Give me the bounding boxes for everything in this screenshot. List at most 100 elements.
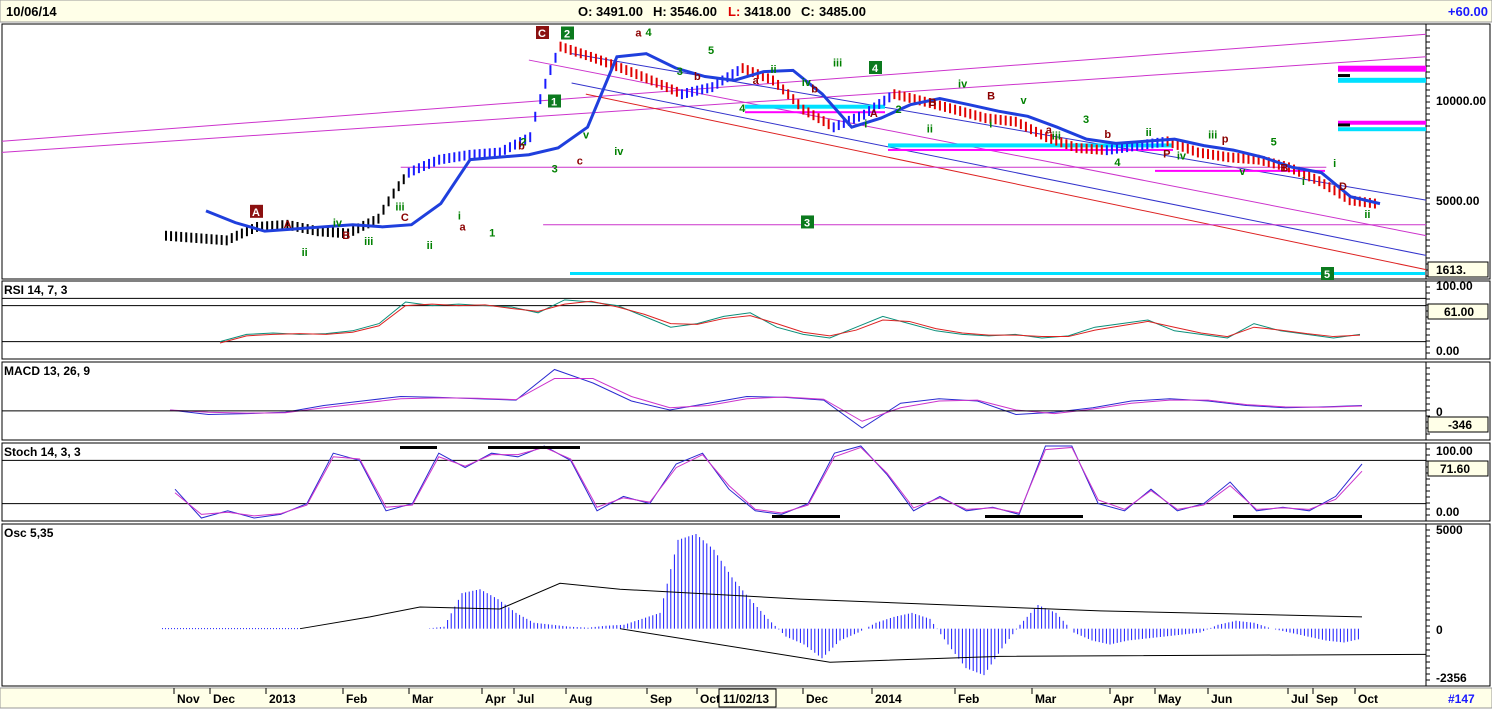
wave-box-label: 2 [564,29,570,41]
x-tick-label: Jun [1211,692,1232,706]
price-last-label: 1613. [1436,263,1466,277]
channel-mid [528,59,1427,237]
wave-label-red: c [577,155,583,167]
wave-box [548,94,561,108]
wave-label-red: b [1104,129,1111,141]
wave-label-red: A [870,108,878,120]
wave-label-red: b [518,141,525,153]
wave-box [561,26,574,40]
wave-label-green: 2 [520,137,526,149]
wave-label-green: v [1021,95,1028,107]
wave-label-red: D [1339,181,1347,193]
cursor-date-box [718,688,777,708]
macd-panel [2,368,1426,429]
x-tick-label: Aug [569,692,592,706]
wave-label-green: ii [1364,209,1370,221]
magenta-marker-2 [1338,120,1426,125]
header-bar [0,0,1492,23]
wave-box-label: C [538,28,546,40]
wave-label-red: B [929,97,937,109]
wave-box-label: 3 [804,217,810,229]
wave-label-green: ii [927,124,933,136]
osc-lower-envelope [619,628,1427,663]
close-value: 3485.00 [819,4,866,19]
wave-label-green: iv [614,146,624,158]
footer-id: #147 [1448,692,1475,706]
wave-label-green: iv [958,79,968,91]
stoch-signal-bar [985,515,1083,518]
wave-label-green: ii [770,64,776,76]
indicator-line [169,378,1363,422]
rsi-tick-0: 0.00 [1436,344,1460,358]
wave-label-green: v [583,129,590,141]
wave-label-red: a [753,75,760,87]
high-label: H: [653,4,667,19]
rsi-last-box [1427,303,1489,320]
wave-label-red: a [459,222,466,234]
price-last-box [1427,261,1489,278]
wave-label-green: 1 [489,228,495,240]
wave-label-green: iv [1177,150,1187,162]
price-tick-5000: 5000.00 [1436,194,1480,208]
stoch-signal-bar [488,446,580,449]
wave-label-green: iii [833,57,842,69]
x-tick-label: Feb [346,692,367,706]
stoch-signal-bar [1233,515,1362,518]
price-tick-10000: 10000.00 [1436,94,1486,108]
indicator-line [174,446,1363,517]
panel-frame [1,361,1491,441]
magenta-band-3 [1155,169,1325,172]
wave-label-green: iii [395,202,404,214]
wave-label-green: 4 [645,27,652,39]
rsi-tick-100: 100.00 [1436,279,1473,293]
indicator-line [169,368,1363,429]
wave-label-green: 4 [739,103,746,115]
stoch-tick-100: 100.00 [1436,444,1473,458]
wave-label-green: ii [1146,127,1152,139]
x-tick-label: Oct [700,692,720,706]
wave-label-green: i [989,119,992,131]
wave-label-green: ii [302,247,308,259]
osc-tick-0: 0 [1436,623,1443,637]
high-value: 3546.00 [670,4,717,19]
macd-last-box [1427,416,1489,433]
wave-label-green: 3 [677,66,683,78]
panel-frames [1,23,1491,687]
wave-label-green: i [864,119,867,131]
wave-label-red: a [635,28,642,40]
stoch-tick-0: 0.00 [1436,505,1460,519]
wave-label-green: iii [1052,131,1061,143]
wave-label-green: v [1239,166,1246,178]
close-label: C: [801,4,815,19]
black-marker-1 [1338,74,1350,78]
wave-label-red: P [1163,149,1170,161]
osc-tick-5000: 5000 [1436,523,1463,537]
x-tick-label: Dec [213,692,235,706]
cyan-marker-1 [1338,77,1426,83]
rsi-panel [2,297,1426,344]
stoch-title: Stoch 14, 3, 3 [4,445,81,459]
low-value: 3418.00 [744,4,791,19]
x-tick-label: Jul [517,692,534,706]
wave-label-green: ii [427,240,433,252]
x-tick-label: Dec [806,692,828,706]
wave-label-red: A [284,219,292,231]
price-panel: iiiviiiiiiiii123viv4354iiiviiii2iiivivii… [1,26,1427,281]
x-tick-label: 2014 [875,692,902,706]
x-tick-label: 2013 [269,692,296,706]
open-label: O: [578,4,592,19]
wave-label-green: i [1333,158,1336,170]
wave-label-green: iv [802,77,812,89]
x-tick-label: Oct [1358,692,1378,706]
low-label: L: [728,4,740,19]
wave-label-green: 3 [552,164,558,176]
wave-box [250,204,263,218]
x-tick-label: May [1158,692,1182,706]
wave-label-red: B [342,230,350,242]
x-tick-label: Apr [485,692,506,706]
magenta-marker-1 [1338,65,1426,72]
wave-label-green: i [458,210,461,222]
x-tick-label: Sep [1316,692,1338,706]
wave-label-green: iii [1208,129,1217,141]
